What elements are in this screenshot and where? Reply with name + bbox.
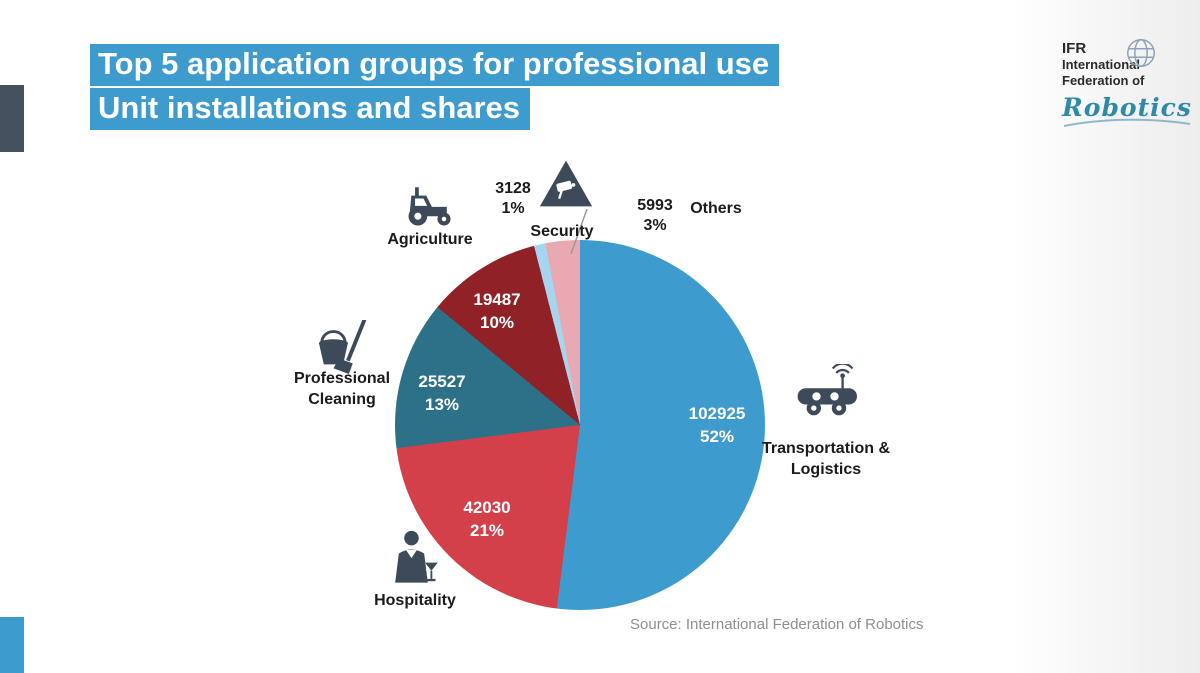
category-label-hospitality: Hospitality <box>374 592 456 609</box>
category-label-others: Others <box>690 200 742 217</box>
slice-value: 19487 <box>473 290 521 309</box>
ifr-logo: IFR International Federation of Robotics <box>1062 39 1200 134</box>
category-label-cleaning: Professional Cleaning <box>293 370 391 408</box>
source-text: Source: International Federation of Robo… <box>630 616 924 633</box>
callout-label-others: 5993 3% <box>600 196 710 236</box>
ifr-logo-line1: International <box>1062 57 1141 72</box>
logo-swoosh <box>1062 116 1200 134</box>
slice-label-cleaning: 25527 13% <box>387 370 497 416</box>
slice-label-agriculture: 19487 10% <box>442 288 552 334</box>
bartender-icon <box>390 530 442 588</box>
slice-value: 3128 <box>495 180 531 197</box>
category-label-security: Security <box>530 223 594 240</box>
left-accent-dark-bar <box>0 85 24 152</box>
tractor-icon <box>402 182 458 228</box>
slice-percent: 52% <box>699 427 735 446</box>
category-label-agriculture: Agriculture <box>387 231 473 248</box>
ifr-logo-abbr: IFR <box>1062 40 1087 57</box>
robot-rover-icon <box>792 364 868 418</box>
pie-chart <box>395 240 765 610</box>
slice-value: 42030 <box>463 498 511 517</box>
slice-percent: 1% <box>501 200 525 217</box>
page-title-line1: Top 5 application groups for professiona… <box>90 44 780 86</box>
bucket-broom-icon <box>314 320 376 374</box>
slice-percent: 3% <box>643 217 667 234</box>
slice-label-hospitality: 42030 21% <box>432 496 542 542</box>
slice-value: 102925 <box>688 404 746 423</box>
callout-label-security: 3128 1% <box>458 179 568 219</box>
ifr-logo-line2: Federation of <box>1062 73 1145 88</box>
category-label-transportation: Transportation & Logistics <box>762 440 891 478</box>
globe-icon <box>1124 36 1158 75</box>
slice-percent: 13% <box>424 395 460 414</box>
slice-value: 5993 <box>637 197 673 214</box>
page-title: Top 5 application groups for professiona… <box>90 44 780 130</box>
left-accent-blue-bar <box>0 617 24 673</box>
slice-percent: 21% <box>469 521 505 540</box>
slice-percent: 10% <box>479 313 515 332</box>
slice-label-transportation: 102925 52% <box>662 402 772 448</box>
ifr-logo-robotics: Robotics <box>1062 93 1192 122</box>
page-title-line2: Unit installations and shares <box>90 88 531 130</box>
slice-value: 25527 <box>418 372 466 391</box>
security-sign-icon <box>538 158 594 210</box>
security-leader-line <box>562 206 594 263</box>
